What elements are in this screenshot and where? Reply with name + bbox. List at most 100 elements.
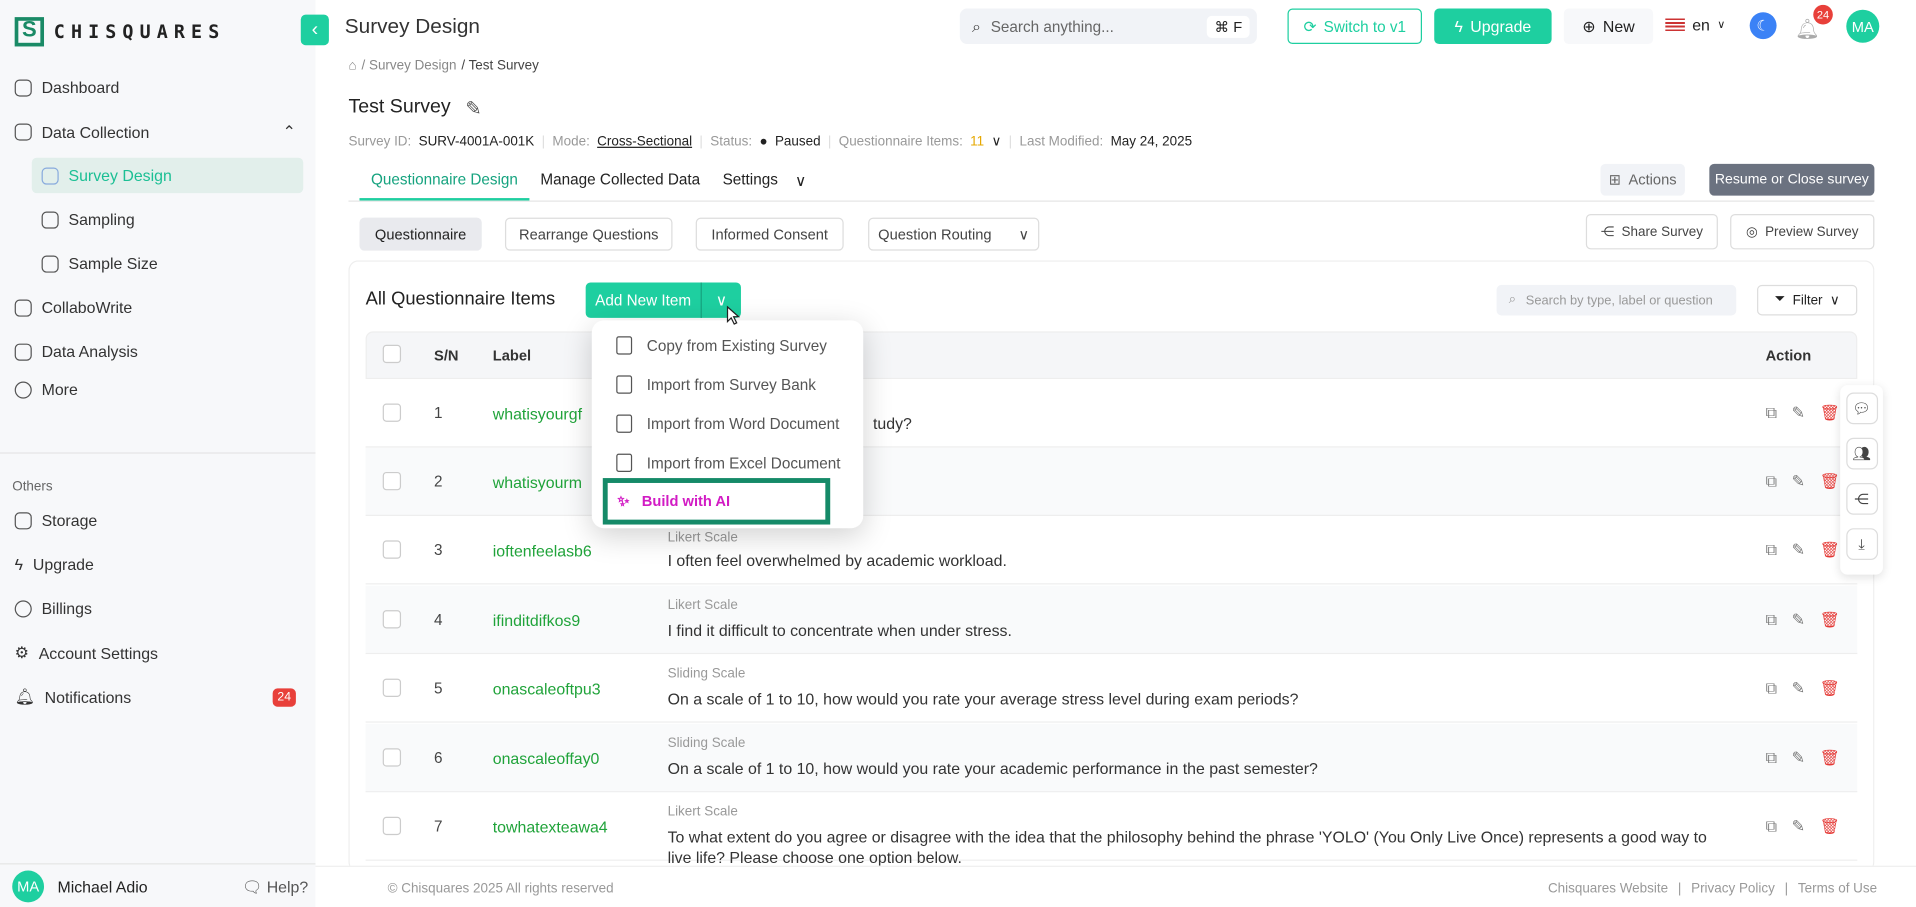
language-select[interactable]: en ∨ xyxy=(1665,16,1725,34)
sidebar-item-notifications[interactable]: 🔔︎ Notifications 24 xyxy=(15,687,296,707)
trash-icon[interactable]: 🗑︎ xyxy=(1819,610,1840,629)
duplicate-icon[interactable]: ⧉ xyxy=(1765,678,1777,697)
subtab-question-routing[interactable]: Question Routing ∨ xyxy=(868,217,1040,251)
menu-item-import-excel[interactable]: Import from Excel Document xyxy=(616,453,840,472)
website-link[interactable]: Chisquares Website xyxy=(1547,881,1669,897)
row-label[interactable]: whatisyourm xyxy=(492,473,582,492)
menu-item-import-bank[interactable]: Import from Survey Bank xyxy=(616,375,816,394)
sidebar-item-data-analysis[interactable]: Data Analysis xyxy=(14,342,138,361)
comment-icon[interactable]: 💬︎ xyxy=(1845,392,1878,425)
trash-icon[interactable]: 🗑︎ xyxy=(1819,540,1840,559)
duplicate-icon[interactable]: ⧉ xyxy=(1765,540,1777,559)
search-input[interactable]: Search anything... xyxy=(990,17,1114,35)
resume-close-survey-button[interactable]: Resume or Close survey xyxy=(1709,163,1875,196)
row-question-type: Sliding Scale xyxy=(667,666,746,682)
tab-settings[interactable]: Settings ∨ xyxy=(722,171,807,190)
terms-link[interactable]: Terms of Use xyxy=(1797,881,1878,897)
select-all-checkbox[interactable] xyxy=(382,344,402,364)
duplicate-icon[interactable]: ⧉ xyxy=(1765,610,1777,629)
privacy-link[interactable]: Privacy Policy xyxy=(1691,881,1775,897)
sidebar-item-account-settings[interactable]: ⚙ Account Settings xyxy=(14,643,158,663)
add-new-item-button[interactable]: Add New Item xyxy=(586,282,702,318)
home-icon[interactable]: ⌂ xyxy=(348,58,357,74)
menu-item-import-word[interactable]: Import from Word Document xyxy=(616,414,839,433)
new-button[interactable]: ⊕ New xyxy=(1563,8,1654,45)
add-item-dropdown-toggle[interactable]: ∨ xyxy=(702,282,741,317)
row-checkbox[interactable] xyxy=(382,678,402,697)
duplicate-icon[interactable]: ⧉ xyxy=(1765,748,1777,767)
dark-mode-toggle[interactable]: ☾ xyxy=(1749,12,1777,40)
menu-item-copy-existing[interactable]: Copy from Existing Survey xyxy=(616,336,827,355)
user-avatar[interactable]: MA xyxy=(1846,9,1880,43)
user-avatar[interactable]: MA xyxy=(12,870,45,903)
row-checkbox[interactable] xyxy=(382,610,402,629)
edit-icon[interactable]: ✎ xyxy=(1791,748,1805,767)
sidebar-item-storage[interactable]: Storage xyxy=(14,511,97,529)
row-label[interactable]: towhatexteawa4 xyxy=(492,817,608,837)
add-item-menu: Copy from Existing Survey Import from Su… xyxy=(591,320,864,529)
sidebar-item-collabowrite[interactable]: CollaboWrite xyxy=(14,298,132,317)
edit-icon[interactable]: ✎ xyxy=(1791,816,1805,836)
mode-link[interactable]: Cross-Sectional xyxy=(597,133,693,149)
row-label[interactable]: onascaleoftpu3 xyxy=(492,679,601,699)
menu-item-build-with-ai[interactable]: ✨︎ Build with AI xyxy=(602,478,831,525)
duplicate-icon[interactable]: ⧉ xyxy=(1765,403,1777,422)
logo[interactable]: CHISQUARES xyxy=(14,17,226,47)
share-icon[interactable]: ⋲ xyxy=(1845,482,1878,515)
switch-v1-button[interactable]: ⟳ Switch to v1 xyxy=(1287,8,1423,45)
edit-icon[interactable]: ✎ xyxy=(1791,610,1805,629)
filter-button[interactable]: ⏷ Filter ∨ xyxy=(1757,284,1858,316)
row-checkbox[interactable] xyxy=(382,748,402,767)
chevron-down-icon[interactable]: ∨ xyxy=(991,134,1002,150)
share-survey-button[interactable]: ⋲ Share Survey xyxy=(1585,213,1718,250)
users-icon[interactable]: 👥︎ xyxy=(1845,437,1878,470)
sidebar-item-data-collection[interactable]: Data Collection ⌃ xyxy=(14,122,296,142)
help-button[interactable]: 🗨︎ Help? xyxy=(242,877,309,897)
sidebar-item-survey-design[interactable]: Survey Design xyxy=(41,166,172,185)
edit-icon[interactable]: ✎ xyxy=(465,99,482,120)
duplicate-icon[interactable]: ⧉ xyxy=(1765,471,1777,491)
row-label[interactable]: ifinditdifkos9 xyxy=(492,611,581,630)
row-label[interactable]: onascaleoffay0 xyxy=(492,749,600,768)
duplicate-icon[interactable]: ⧉ xyxy=(1765,816,1777,836)
edit-icon[interactable]: ✎ xyxy=(1791,471,1805,491)
sidebar-item-sampling[interactable]: Sampling xyxy=(41,210,135,229)
row-label[interactable]: whatisyourgf xyxy=(492,404,582,424)
trash-icon[interactable]: 🗑︎ xyxy=(1819,678,1840,697)
edit-icon[interactable]: ✎ xyxy=(1791,678,1805,697)
sidebar-item-more[interactable]: More xyxy=(14,380,78,399)
download-icon[interactable]: ⤓ xyxy=(1845,528,1878,560)
trash-icon[interactable]: 🗑︎ xyxy=(1819,403,1840,422)
collapse-sidebar-button[interactable]: ‹ xyxy=(300,14,329,46)
chevron-down-icon: ∨ xyxy=(1018,225,1030,243)
subtab-rearrange-questions[interactable]: Rearrange Questions xyxy=(504,217,673,251)
upgrade-button[interactable]: ϟ Upgrade xyxy=(1434,8,1552,45)
notifications-button[interactable]: 🔔︎ xyxy=(1795,17,1820,41)
row-checkbox[interactable] xyxy=(382,540,402,559)
actions-button[interactable]: ⊞ Actions xyxy=(1600,163,1685,196)
subtab-questionnaire[interactable]: Questionnaire xyxy=(359,217,482,251)
row-checkbox[interactable] xyxy=(382,471,402,491)
trash-icon[interactable]: 🗑︎ xyxy=(1819,816,1840,836)
breadcrumb-survey-design[interactable]: / Survey Design xyxy=(361,58,457,74)
edit-icon[interactable]: ✎ xyxy=(1791,540,1805,559)
sidebar-item-sample-size[interactable]: Sample Size xyxy=(41,254,158,273)
user-name[interactable]: Michael Adio xyxy=(57,877,148,897)
subtab-informed-consent[interactable]: Informed Consent xyxy=(695,217,844,251)
global-search[interactable]: ⌕ Search anything... ⌘ F xyxy=(959,8,1257,45)
status-badge: Paused xyxy=(774,133,821,149)
trash-icon[interactable]: 🗑︎ xyxy=(1819,471,1840,491)
sidebar-item-billings[interactable]: Billings xyxy=(14,599,92,617)
trash-icon[interactable]: 🗑︎ xyxy=(1819,748,1840,767)
tab-questionnaire-design[interactable]: Questionnaire Design xyxy=(359,171,530,201)
sidebar-item-dashboard[interactable]: Dashboard xyxy=(14,78,119,97)
preview-survey-button[interactable]: ◎ Preview Survey xyxy=(1730,213,1875,250)
more-icon xyxy=(14,380,32,398)
edit-icon[interactable]: ✎ xyxy=(1791,403,1805,422)
row-checkbox[interactable] xyxy=(382,403,402,422)
item-search-input[interactable]: ⌕ Search by type, label or question xyxy=(1496,284,1737,316)
row-checkbox[interactable] xyxy=(382,816,402,836)
sidebar-item-upgrade[interactable]: ϟ Upgrade xyxy=(14,555,94,574)
row-label[interactable]: ioftenfeelasb6 xyxy=(492,541,592,560)
tab-manage-collected-data[interactable]: Manage Collected Data xyxy=(540,171,701,189)
